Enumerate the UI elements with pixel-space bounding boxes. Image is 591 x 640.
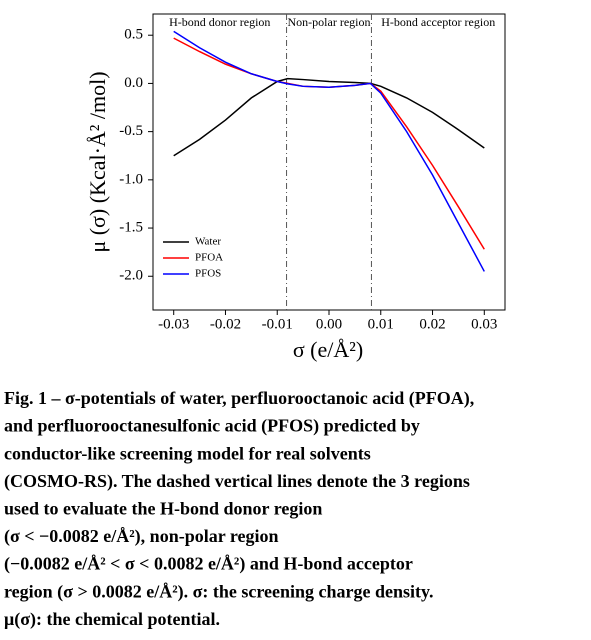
- caption-line: μ(σ): the chemical potential.: [4, 609, 220, 630]
- series-line: [173, 77, 485, 157]
- x-axis-title: σ (e/Å²): [293, 337, 363, 362]
- x-tick-label: -0.03: [158, 316, 189, 332]
- x-tick-label: 0.01: [368, 316, 394, 332]
- x-tick-label: 0.02: [419, 316, 445, 332]
- caption-line: and perfluorooctanesulfonic acid (PFOS) …: [4, 416, 420, 437]
- series-line: [173, 30, 485, 272]
- y-tick-label: -0.5: [119, 123, 143, 139]
- caption-line: (COSMO-RS). The dashed vertical lines de…: [4, 471, 470, 492]
- plot-frame: [152, 13, 506, 311]
- region-label: H-bond donor region: [169, 15, 270, 29]
- caption-line: Fig. 1 – σ-potentials of water, perfluor…: [4, 388, 474, 409]
- region-label: H-bond acceptor region: [381, 15, 495, 29]
- x-tick-label: 0.00: [316, 316, 342, 332]
- legend-label: Water: [195, 236, 221, 248]
- series-line: [173, 37, 485, 250]
- y-tick-label: 0.0: [124, 75, 143, 91]
- y-tick-label: -2.0: [119, 268, 143, 284]
- legend-label: PFOA: [195, 252, 223, 264]
- x-tick-label: -0.01: [262, 316, 293, 332]
- y-axis-title: μ (σ) (Kcal·Å² /mol): [85, 71, 110, 252]
- caption-line: (σ < −0.0082 e/Å²), non-polar region: [4, 526, 279, 547]
- region-label: Non-polar region: [288, 15, 371, 29]
- y-tick-label: -1.5: [119, 219, 143, 235]
- caption-line: (−0.0082 e/Å² < σ < 0.0082 e/Å²) and H-b…: [4, 554, 413, 575]
- y-tick-label: -1.0: [119, 171, 143, 187]
- caption-line: region (σ > 0.0082 e/Å²). σ: the screeni…: [4, 581, 434, 602]
- x-tick-label: -0.02: [210, 316, 241, 332]
- caption-line: used to evaluate the H-bond donor region: [4, 499, 322, 519]
- caption-line: conductor-like screening model for real …: [4, 443, 371, 463]
- legend-label: PFOS: [195, 268, 221, 280]
- y-tick-label: 0.5: [124, 27, 143, 43]
- x-tick-label: 0.03: [471, 316, 497, 332]
